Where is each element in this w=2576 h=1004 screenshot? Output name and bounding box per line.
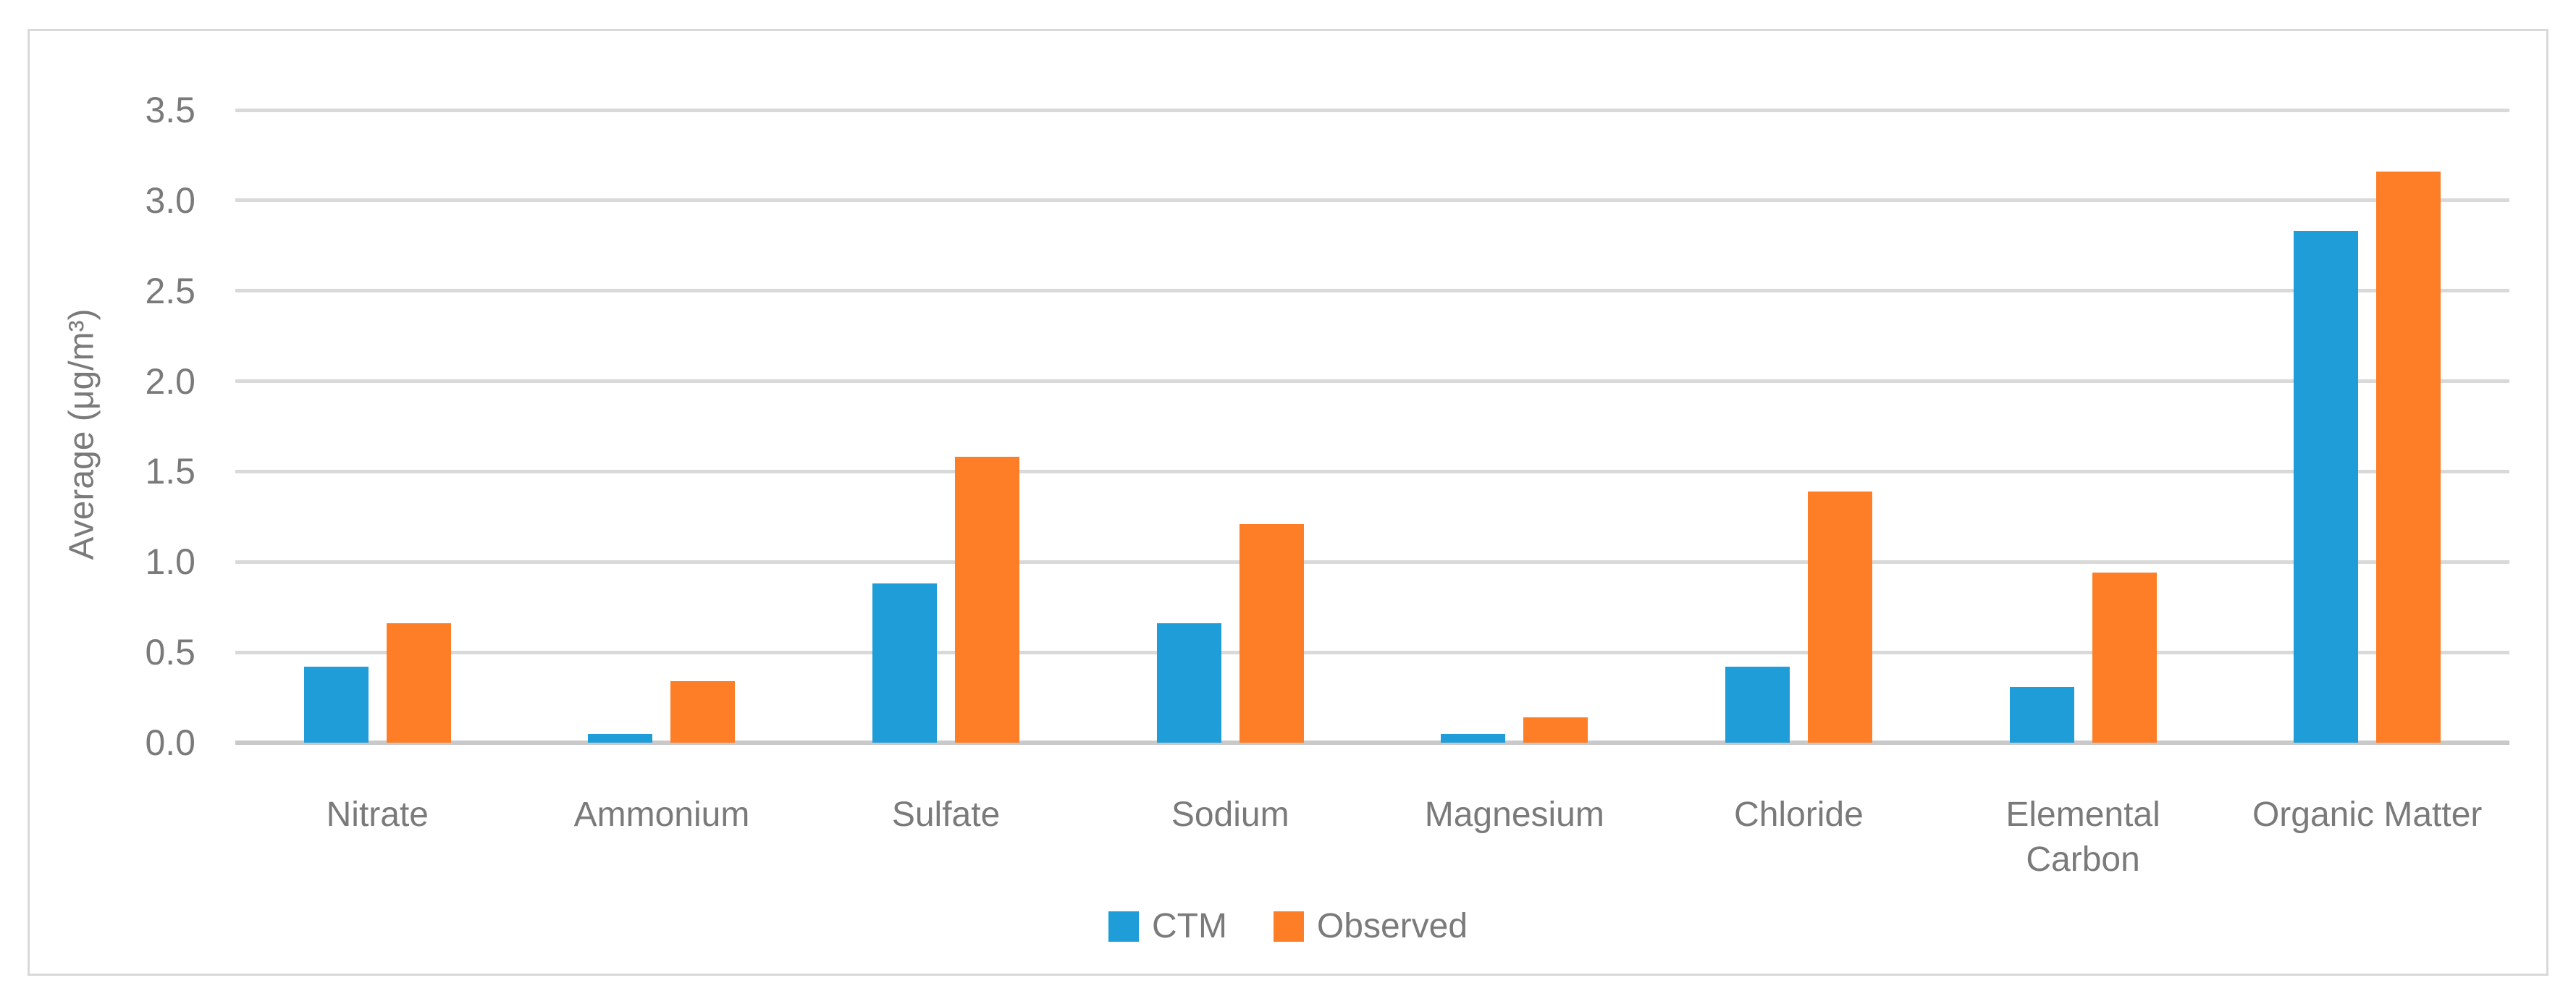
x-label-organic-matter: Organic Matter xyxy=(2252,796,2483,834)
y-tick-1.0: 1.0 xyxy=(145,541,195,583)
gridline-3.0 xyxy=(235,198,2509,203)
bar-ctm-sodium xyxy=(1156,623,1221,743)
gridline-0.5 xyxy=(235,650,2509,654)
bar-ctm-sulfate xyxy=(872,583,938,743)
legend-label-observed: Observed xyxy=(1316,907,1468,945)
bar-observed-nitrate xyxy=(386,623,451,743)
bar-observed-sulfate xyxy=(955,457,1020,743)
x-label-magnesium: Magnesium xyxy=(1424,796,1604,834)
x-label-sodium: Sodium xyxy=(1171,796,1289,834)
gridline-2.5 xyxy=(235,289,2509,293)
x-axis-line xyxy=(235,741,2509,745)
gridline-3.5 xyxy=(235,108,2509,112)
y-tick-1.5: 1.5 xyxy=(145,451,195,492)
bar-observed-ammonium xyxy=(670,681,736,743)
bar-observed-chloride xyxy=(1807,491,1872,743)
bar-observed-organic-matter xyxy=(2376,171,2441,743)
legend: CTM Observed xyxy=(28,903,2548,950)
bar-observed-sodium xyxy=(1239,523,1304,743)
bar-observed-magnesium xyxy=(1523,717,1588,743)
x-label-nitrate: Nitrate xyxy=(326,796,429,834)
legend-label-ctm: CTM xyxy=(1151,907,1227,945)
gridline-1.5 xyxy=(235,469,2509,473)
y-tick-0.5: 0.5 xyxy=(145,632,195,673)
legend-item-ctm: CTM xyxy=(1108,908,1227,945)
legend-swatch-observed xyxy=(1273,911,1304,942)
bar-ctm-ammonium xyxy=(588,733,653,743)
bar-ctm-elemental-carbon xyxy=(2009,686,2074,743)
y-tick-0.0: 0.0 xyxy=(145,722,195,763)
bar-ctm-organic-matter xyxy=(2294,231,2359,743)
chart-frame xyxy=(28,29,2548,976)
bar-ctm-chloride xyxy=(1725,667,1790,743)
gridline-2.0 xyxy=(235,379,2509,384)
legend-item-observed: Observed xyxy=(1273,907,1468,945)
bar-ctm-nitrate xyxy=(303,667,369,743)
y-tick-3.5: 3.5 xyxy=(145,90,195,130)
y-tick-2.0: 2.0 xyxy=(145,360,195,402)
x-label-elemental-carbon: Elemental Carbon xyxy=(2005,796,2160,879)
bar-observed-elemental-carbon xyxy=(2092,573,2157,743)
y-tick-3.0: 3.0 xyxy=(145,180,195,221)
bar-ctm-magnesium xyxy=(1441,733,1506,743)
legend-swatch-ctm xyxy=(1108,911,1139,942)
x-label-sulfate: Sulfate xyxy=(891,796,1001,834)
y-tick-2.5: 2.5 xyxy=(145,270,195,311)
x-label-ammonium: Ammonium xyxy=(573,796,750,834)
x-label-chloride: Chloride xyxy=(1734,796,1864,834)
gridline-1.0 xyxy=(235,560,2509,564)
